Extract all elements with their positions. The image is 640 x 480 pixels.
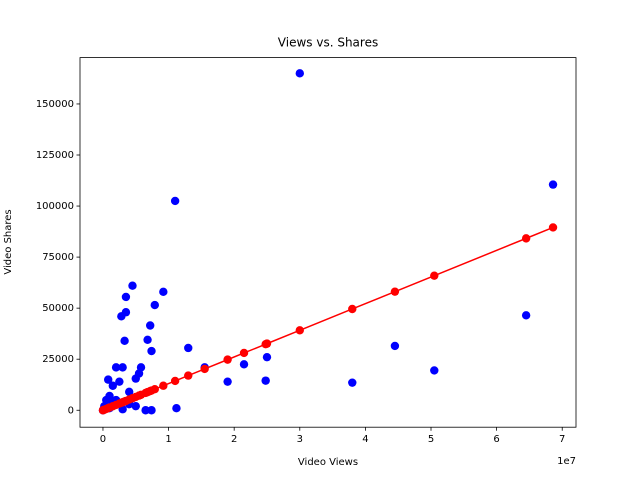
point — [147, 346, 156, 356]
chart-title: Views vs. Shares — [278, 36, 378, 50]
point — [548, 223, 558, 232]
point — [430, 271, 439, 280]
point — [348, 304, 357, 314]
point — [159, 287, 168, 297]
x-offset-label: 1e7 — [557, 456, 576, 467]
x-tick-label: 4 — [362, 434, 368, 445]
point — [430, 366, 439, 375]
y-tick-label: 0 — [68, 405, 74, 416]
point — [125, 387, 134, 397]
point — [239, 348, 249, 358]
point — [521, 311, 531, 320]
y-tick-label: 50000 — [42, 303, 74, 314]
x-tick-label: 3 — [297, 434, 303, 445]
point — [262, 339, 272, 348]
point — [150, 384, 159, 394]
point — [111, 363, 121, 372]
point — [261, 376, 270, 385]
point — [147, 406, 156, 415]
y-tick-label: 125000 — [36, 150, 74, 161]
point — [159, 381, 168, 390]
x-axis-label: Video Views — [298, 457, 358, 468]
point — [390, 341, 400, 351]
point — [223, 355, 232, 364]
point — [348, 378, 357, 387]
y-tick-label: 75000 — [42, 252, 74, 263]
point — [117, 312, 126, 321]
point — [184, 371, 193, 380]
y-tick-label: 25000 — [42, 354, 74, 365]
point — [121, 292, 131, 302]
point — [548, 180, 558, 189]
x-tick-label: 6 — [493, 434, 499, 445]
point — [170, 196, 180, 206]
point — [131, 401, 140, 411]
point — [170, 376, 180, 386]
point — [184, 343, 193, 353]
y-axis-label: Video Shares — [3, 209, 14, 274]
x-tick-label: 2 — [231, 434, 237, 445]
point — [146, 321, 155, 330]
point — [295, 326, 304, 335]
point — [390, 287, 400, 296]
point — [118, 363, 127, 372]
point — [115, 377, 124, 386]
x-tick-label: 5 — [428, 434, 434, 445]
x-tick-label: 0 — [100, 434, 106, 445]
point — [120, 336, 129, 346]
axes-frame — [79, 57, 577, 428]
point — [150, 300, 159, 310]
point — [108, 381, 118, 390]
point — [143, 335, 152, 345]
plot-area — [98, 69, 558, 415]
x-tick-label: 7 — [559, 434, 565, 445]
point — [521, 234, 531, 243]
point — [141, 406, 150, 415]
point — [200, 364, 209, 374]
point — [172, 404, 181, 413]
x-tick-label: 1 — [165, 434, 171, 445]
point — [223, 377, 232, 386]
y-tick-label: 150000 — [36, 99, 74, 110]
point — [295, 69, 304, 78]
point — [262, 352, 272, 362]
point — [239, 360, 249, 369]
y-tick-label: 100000 — [36, 201, 74, 212]
point — [104, 375, 113, 384]
point — [131, 374, 140, 383]
point — [128, 281, 137, 290]
